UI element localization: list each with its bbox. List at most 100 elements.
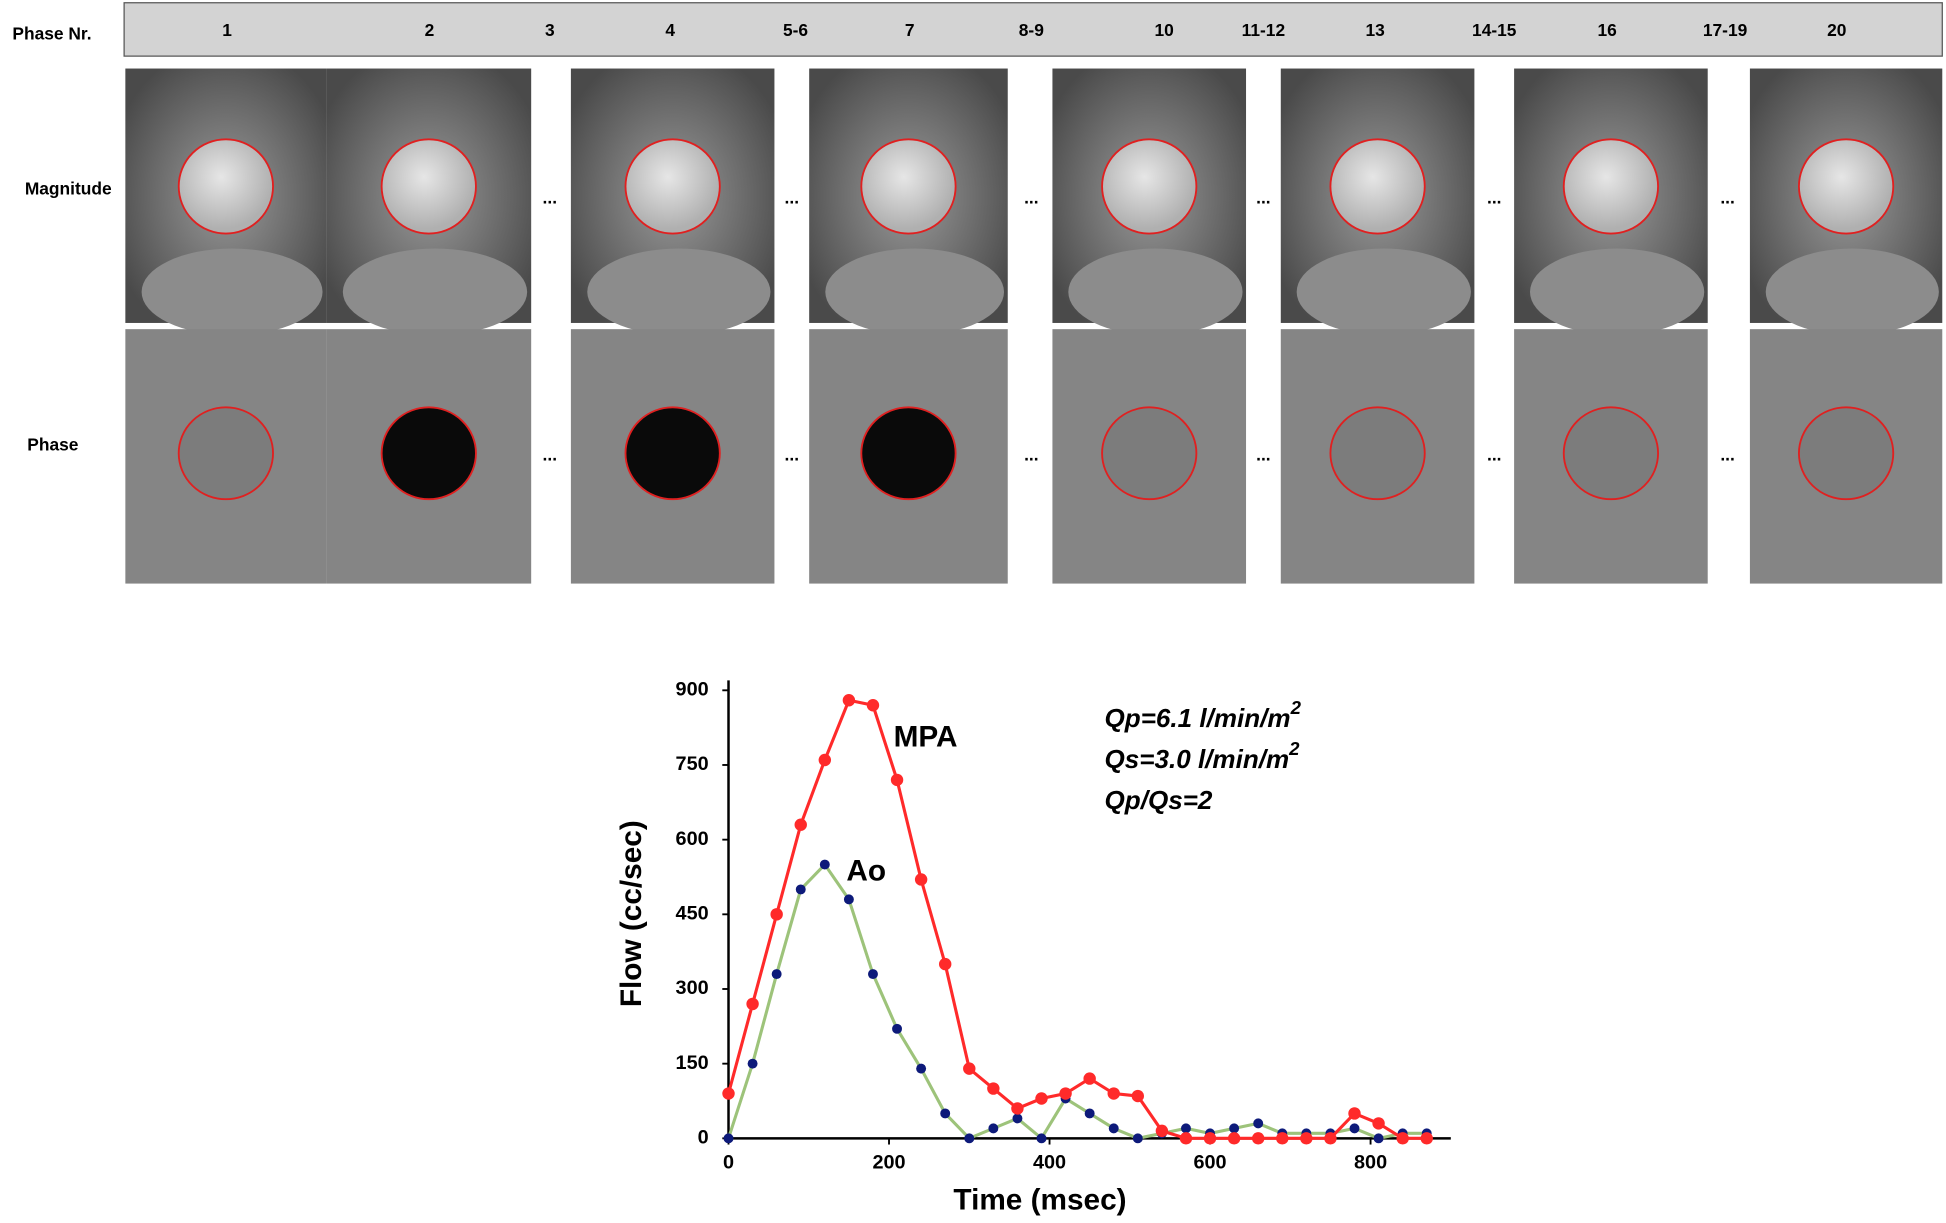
ellipsis: ... bbox=[1256, 444, 1270, 464]
data-point bbox=[964, 1133, 975, 1144]
data-point bbox=[1253, 1118, 1264, 1129]
data-point bbox=[842, 694, 856, 707]
series-label: MPA bbox=[894, 721, 958, 754]
y-tick-label: 750 bbox=[676, 753, 709, 775]
y-tick-label: 300 bbox=[676, 977, 709, 999]
data-point bbox=[1179, 1132, 1193, 1145]
row-label: Magnitude bbox=[25, 179, 112, 199]
ellipsis: ... bbox=[785, 444, 799, 464]
series-line bbox=[727, 698, 1427, 1140]
phase-label: 14-15 bbox=[1472, 20, 1517, 40]
data-point bbox=[892, 1023, 903, 1034]
vessel bbox=[825, 248, 1005, 336]
phase-label: 13 bbox=[1365, 20, 1385, 40]
annotation-text: Qs=3.0 l/min/m bbox=[1105, 744, 1290, 774]
phase-label: 2 bbox=[425, 20, 435, 40]
y-tick-label: 600 bbox=[676, 828, 709, 850]
phase-label: 1 bbox=[222, 20, 232, 40]
header-bar bbox=[123, 2, 1943, 57]
series-label: Ao bbox=[846, 855, 886, 888]
data-point bbox=[1373, 1133, 1384, 1144]
vessel bbox=[380, 406, 477, 501]
data-point bbox=[771, 969, 782, 980]
vessel bbox=[860, 406, 957, 501]
ellipsis: ... bbox=[543, 444, 557, 464]
data-point bbox=[723, 1133, 734, 1144]
y-tick-label: 450 bbox=[676, 903, 709, 925]
vessel bbox=[1068, 248, 1243, 336]
data-point bbox=[1059, 1087, 1072, 1100]
data-point bbox=[1108, 1123, 1119, 1134]
vessel bbox=[860, 138, 957, 235]
phase-label: 4 bbox=[665, 20, 675, 40]
data-point bbox=[1036, 1133, 1047, 1144]
vessel bbox=[141, 248, 323, 336]
ellipsis: ... bbox=[1024, 444, 1038, 464]
data-point bbox=[987, 1082, 1000, 1095]
vessel bbox=[177, 406, 274, 501]
annotation: Qp/Qs=2 bbox=[1105, 785, 1213, 815]
vessel bbox=[1798, 406, 1895, 501]
data-point bbox=[770, 908, 783, 921]
data-point bbox=[819, 859, 830, 870]
header-label: Phase Nr. bbox=[12, 24, 91, 44]
data-point bbox=[1011, 1102, 1024, 1115]
data-point bbox=[794, 818, 807, 831]
vessel bbox=[1101, 138, 1198, 235]
ellipsis: ... bbox=[1487, 444, 1501, 464]
data-point bbox=[818, 753, 832, 767]
phase-label: 10 bbox=[1154, 20, 1173, 40]
x-tick-label: 0 bbox=[723, 1151, 734, 1173]
data-point bbox=[1132, 1133, 1143, 1144]
data-point bbox=[1229, 1123, 1240, 1134]
vessel bbox=[1798, 138, 1895, 235]
data-point bbox=[1276, 1132, 1289, 1145]
data-point bbox=[1300, 1132, 1313, 1145]
x-tick-label: 400 bbox=[1033, 1151, 1066, 1173]
phase-label: 8-9 bbox=[1019, 20, 1044, 40]
y-tick-label: 0 bbox=[698, 1127, 709, 1149]
data-point bbox=[1084, 1108, 1095, 1119]
y-axis-label: Flow (cc/sec) bbox=[615, 820, 648, 1007]
data-point bbox=[988, 1123, 999, 1134]
data-point bbox=[1396, 1132, 1409, 1145]
annotation-text: Qp/Qs=2 bbox=[1105, 785, 1213, 815]
vessel bbox=[177, 138, 274, 235]
ellipsis: ... bbox=[785, 187, 799, 207]
data-point bbox=[722, 1087, 735, 1100]
data-point bbox=[1251, 1132, 1265, 1145]
annotation-sup: 2 bbox=[1290, 697, 1302, 718]
phase-label: 3 bbox=[545, 20, 555, 40]
data-point bbox=[843, 894, 854, 905]
phase-label: 5-6 bbox=[783, 20, 808, 40]
data-point bbox=[890, 773, 904, 787]
data-point bbox=[747, 1058, 758, 1069]
data-point bbox=[963, 1062, 976, 1075]
vessel bbox=[1329, 138, 1426, 235]
ellipsis: ... bbox=[1487, 187, 1501, 207]
annotation-text: Qp=6.1 l/min/m bbox=[1105, 703, 1291, 733]
vessel bbox=[587, 248, 771, 336]
vessel bbox=[1101, 406, 1198, 501]
data-point bbox=[1372, 1117, 1385, 1130]
x-tick-label: 600 bbox=[1193, 1151, 1226, 1173]
x-tick-label: 800 bbox=[1354, 1151, 1387, 1173]
vessel bbox=[380, 138, 477, 235]
row-label: Phase bbox=[27, 434, 78, 454]
vessel bbox=[1296, 248, 1471, 336]
vessel bbox=[624, 138, 721, 235]
data-point bbox=[1012, 1113, 1023, 1124]
ellipsis: ... bbox=[1024, 187, 1038, 207]
ellipsis: ... bbox=[1720, 187, 1734, 207]
data-point bbox=[1324, 1132, 1337, 1145]
vessel bbox=[1562, 138, 1660, 235]
ellipsis: ... bbox=[543, 187, 557, 207]
data-point bbox=[1181, 1123, 1191, 1134]
data-point bbox=[1227, 1132, 1241, 1145]
y-tick-label: 900 bbox=[676, 679, 709, 701]
vessel bbox=[1529, 248, 1705, 336]
annotation: Qp=6.1 l/min/m2 bbox=[1105, 697, 1302, 733]
ellipsis: ... bbox=[1256, 187, 1270, 207]
x-axis-label: Time (msec) bbox=[953, 1183, 1126, 1216]
